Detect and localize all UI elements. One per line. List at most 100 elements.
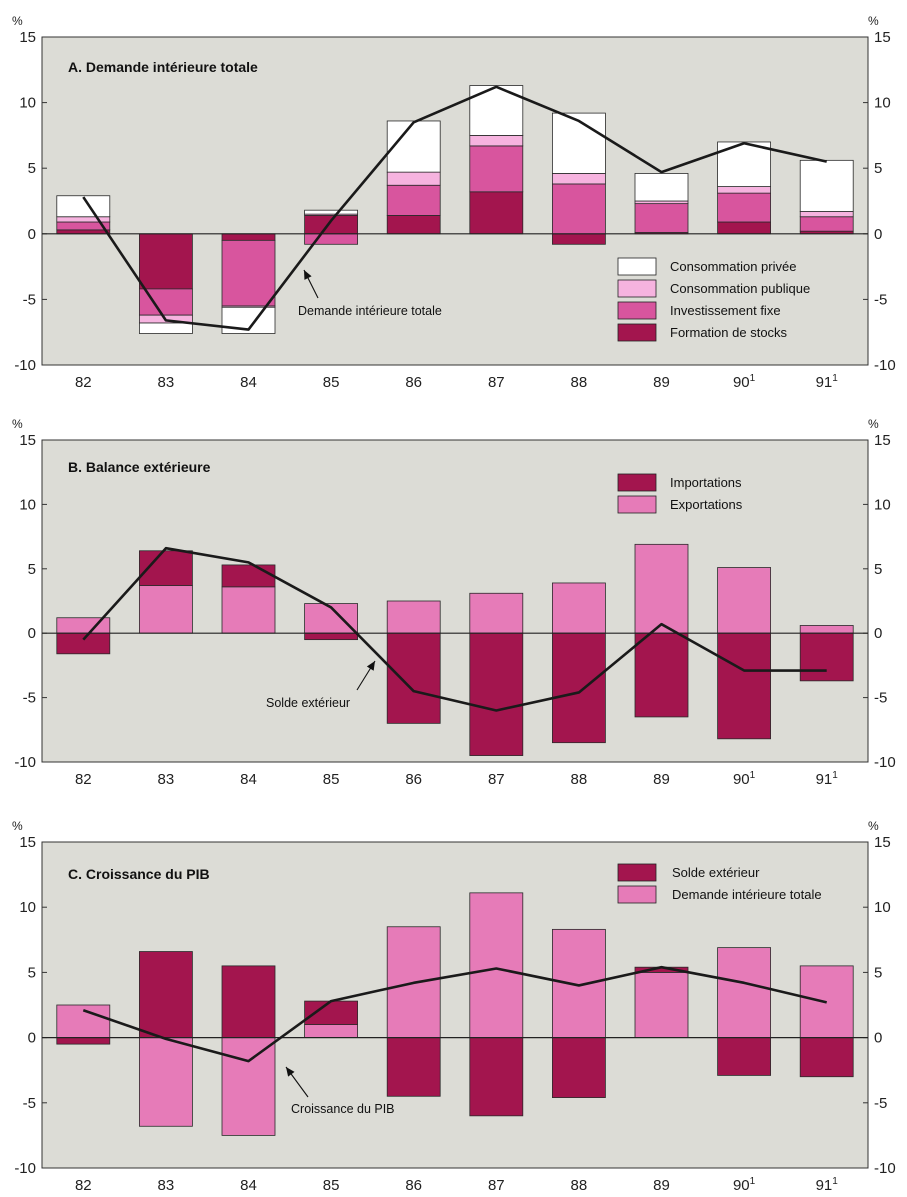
legend-swatch bbox=[617, 495, 657, 514]
bar-segment bbox=[469, 592, 524, 634]
y-tick-label-right: 0 bbox=[874, 625, 882, 642]
y-tick-label-left: 10 bbox=[19, 496, 36, 513]
y-tick-label-left: 15 bbox=[19, 834, 36, 851]
bar-segment bbox=[386, 120, 441, 173]
bar-segment bbox=[304, 209, 359, 215]
line-annotation: Solde extérieur bbox=[266, 696, 350, 710]
bar-segment bbox=[717, 192, 771, 223]
legend-swatch bbox=[617, 301, 657, 320]
bar-segment bbox=[717, 186, 771, 194]
bar-segment bbox=[634, 173, 689, 202]
bar-segment bbox=[138, 233, 193, 290]
y-tick-label-right: -10 bbox=[874, 1160, 896, 1177]
bar-segment bbox=[304, 1024, 359, 1039]
bar-segment bbox=[304, 233, 359, 245]
unit-label-right: % bbox=[868, 14, 879, 28]
bar-segment bbox=[221, 586, 276, 634]
x-tick-label: 86 bbox=[405, 1177, 422, 1194]
legend-label: Consommation privée bbox=[670, 259, 796, 274]
y-tick-label-left: 15 bbox=[19, 29, 36, 46]
chart-panel-b: -10 -10 -5 -5 0 0 5 5 10 10 15 15% % 82 83 84 85 86 87 88 89… bbox=[12, 417, 896, 788]
legend-label: Demande intérieure totale bbox=[672, 887, 822, 902]
x-tick-label: 86 bbox=[405, 771, 422, 788]
legend-swatch bbox=[617, 323, 657, 342]
bar-segment bbox=[304, 215, 359, 235]
x-tick-value: 85 bbox=[323, 771, 340, 788]
bar-segment bbox=[56, 1037, 111, 1045]
y-tick-label-right: 10 bbox=[874, 899, 891, 916]
y-tick-label-right: 15 bbox=[874, 834, 891, 851]
y-tick-label-left: 5 bbox=[28, 160, 36, 177]
x-tick-label: 88 bbox=[571, 374, 588, 391]
bar-segment bbox=[469, 85, 524, 136]
legend-label: Importations bbox=[670, 475, 742, 490]
y-tick-label-left: -5 bbox=[23, 1095, 36, 1112]
panel-title: B. Balance extérieure bbox=[68, 459, 211, 475]
x-tick-footnote: 1 bbox=[832, 373, 838, 384]
line-annotation: Demande intérieure totale bbox=[298, 304, 442, 318]
bar-segment bbox=[304, 1000, 359, 1025]
bar-segment bbox=[799, 216, 854, 232]
bar-segment bbox=[221, 239, 276, 307]
y-tick-label-right: 5 bbox=[874, 160, 882, 177]
bar-segment bbox=[221, 564, 276, 588]
x-tick-value: 88 bbox=[571, 1177, 588, 1194]
legend-swatch bbox=[617, 885, 657, 904]
x-tick-value: 90 bbox=[733, 771, 750, 788]
annotation-arrowhead bbox=[304, 270, 312, 280]
legend-label: Investissement fixe bbox=[670, 303, 781, 318]
bar-segment bbox=[552, 928, 606, 1038]
y-tick-label-left: -10 bbox=[14, 1160, 36, 1177]
x-tick-value: 88 bbox=[571, 374, 588, 391]
legend-swatch bbox=[617, 473, 657, 492]
bar-segment bbox=[469, 892, 524, 1039]
bar-segment bbox=[799, 632, 854, 682]
x-tick-label: 901 bbox=[733, 770, 756, 788]
unit-label-right: % bbox=[868, 819, 879, 833]
x-tick-value: 83 bbox=[158, 374, 175, 391]
bar-segment bbox=[799, 1037, 854, 1078]
legend: Consommation privée Consommation publique… bbox=[617, 257, 810, 342]
chart-panel-a: -10 -10 -5 -5 0 0 5 5 10 10 15 15% % 82 83 84 85 86 87 88 89… bbox=[12, 14, 896, 391]
bar-segment bbox=[552, 173, 606, 185]
bar-segment bbox=[56, 1004, 111, 1038]
y-tick-label-right: 5 bbox=[874, 964, 882, 981]
line-series bbox=[82, 546, 827, 712]
x-tick-value: 90 bbox=[733, 1177, 750, 1194]
y-tick-label-left: 5 bbox=[28, 964, 36, 981]
bar-segment bbox=[634, 632, 689, 718]
x-tick-label: 82 bbox=[75, 1177, 92, 1194]
x-tick-value: 82 bbox=[75, 771, 92, 788]
legend-swatch bbox=[617, 257, 657, 276]
line-series bbox=[82, 85, 827, 331]
y-tick-label-left: -5 bbox=[23, 291, 36, 308]
y-tick-label-left: -10 bbox=[14, 754, 36, 771]
x-tick-value: 88 bbox=[571, 771, 588, 788]
bar-segment bbox=[552, 233, 606, 245]
bar-segment bbox=[469, 145, 524, 193]
legend-label: Formation de stocks bbox=[670, 325, 788, 340]
panel-title: C. Croissance du PIB bbox=[68, 866, 210, 882]
chart-panel-c: -10 -10 -5 -5 0 0 5 5 10 10 15 15% % 82 83 84 85 86 87 88 89… bbox=[12, 819, 896, 1194]
annotation-arrowhead bbox=[286, 1067, 295, 1077]
x-tick-value: 85 bbox=[323, 374, 340, 391]
legend-label: Solde extérieur bbox=[672, 865, 760, 880]
x-tick-label: 83 bbox=[158, 1177, 175, 1194]
x-tick-label: 901 bbox=[733, 1176, 756, 1194]
bar-segment bbox=[469, 632, 524, 756]
x-tick-label: 911 bbox=[816, 770, 839, 788]
x-tick-value: 86 bbox=[405, 771, 422, 788]
y-tick-label-left: 0 bbox=[28, 226, 36, 243]
bar-segment bbox=[799, 159, 854, 212]
y-tick-label-left: 10 bbox=[19, 95, 36, 112]
x-tick-label: 911 bbox=[816, 1176, 839, 1194]
x-tick-value: 85 bbox=[323, 1177, 340, 1194]
bar-segment bbox=[138, 951, 193, 1039]
annotation-arrowhead bbox=[366, 661, 375, 671]
x-tick-label: 85 bbox=[323, 771, 340, 788]
bar-segment bbox=[634, 972, 689, 1039]
y-tick-label-right: -5 bbox=[874, 1095, 887, 1112]
y-tick-label-right: 0 bbox=[874, 1030, 882, 1047]
x-tick-label: 84 bbox=[240, 374, 257, 391]
